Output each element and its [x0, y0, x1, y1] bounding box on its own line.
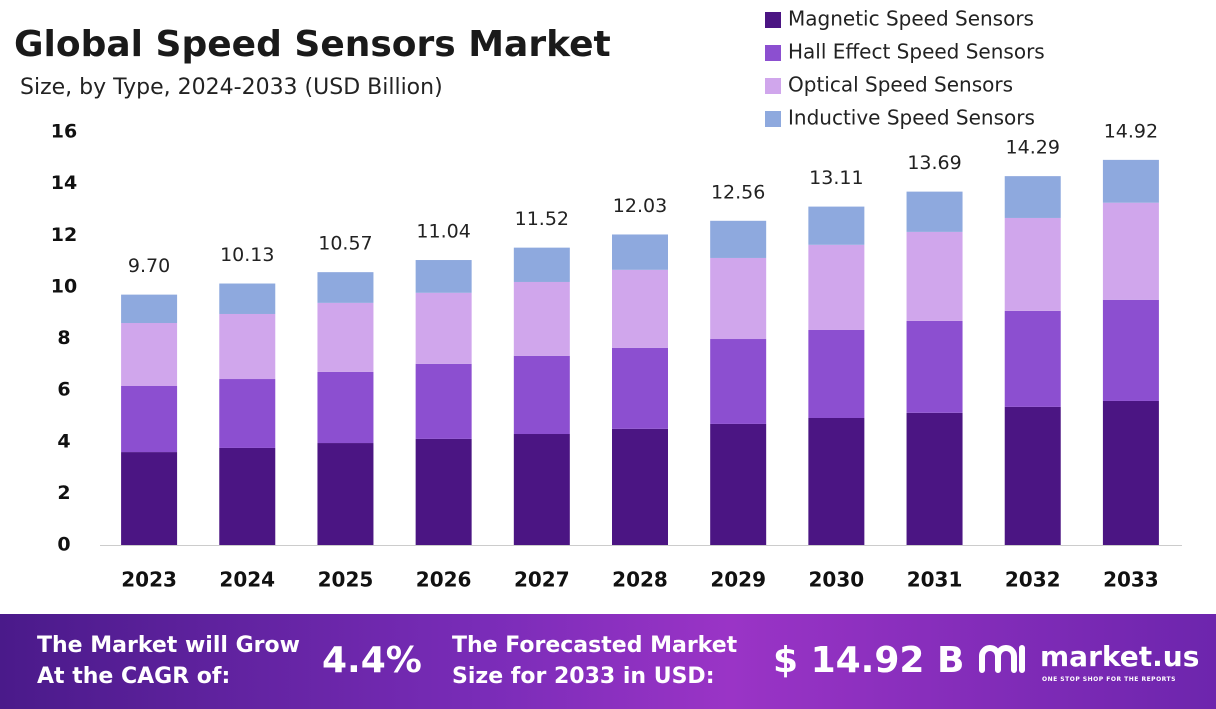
total-label: 11.52: [515, 208, 569, 230]
bar-segment: [415, 363, 472, 439]
chart-title: Global Speed Sensors Market: [14, 24, 611, 65]
total-label: 12.03: [613, 195, 667, 217]
bar-segment: [317, 443, 374, 545]
bar-segment: [612, 234, 668, 270]
x-tick-label: 2024: [219, 568, 275, 592]
legend-label: Optical Speed Sensors: [788, 73, 1013, 97]
x-tick-label: 2023: [121, 568, 177, 592]
bar-segment: [317, 371, 374, 444]
bar-segment: [415, 260, 472, 293]
forecast-text: The Forecasted Market Size for 2033 in U…: [452, 633, 738, 689]
y-tick-label: 8: [57, 327, 70, 349]
total-label: 10.57: [318, 233, 372, 255]
x-tick-label: 2031: [907, 568, 963, 592]
bar-segment: [1102, 159, 1159, 203]
legend-label: Hall Effect Speed Sensors: [788, 40, 1045, 64]
cagr-value: 4.4%: [322, 640, 422, 681]
total-label: 13.69: [907, 152, 961, 174]
y-tick-label: 0: [57, 534, 70, 556]
legend-label: Inductive Speed Sensors: [788, 106, 1035, 130]
footer: The Market will Grow At the CAGR of: 4.4…: [0, 614, 1216, 709]
legend-label: Magnetic Speed Sensors: [788, 7, 1034, 31]
bar-segment: [513, 281, 570, 356]
total-label: 14.29: [1006, 137, 1060, 159]
x-tick-label: 2032: [1005, 568, 1061, 592]
x-tick-label: 2028: [612, 568, 668, 592]
y-tick-label: 16: [51, 121, 77, 143]
bar-segment: [1004, 310, 1061, 407]
bar-segment: [906, 320, 963, 413]
legend-swatch: [765, 12, 781, 28]
bar-segment: [710, 257, 767, 340]
bar-segment: [121, 294, 178, 324]
x-tick-label: 2025: [318, 568, 374, 592]
bar-segment: [612, 428, 668, 545]
forecast-value: $ 14.92 B: [773, 640, 965, 681]
bar-segment: [906, 191, 963, 232]
x-tick-label: 2026: [416, 568, 472, 592]
bar-segment: [121, 452, 178, 545]
bar-segment: [710, 339, 767, 424]
x-tick-label: 2029: [710, 568, 766, 592]
bar-segment: [612, 347, 668, 429]
legend-swatch: [765, 78, 781, 94]
chart: Global Speed Sensors Market Size, by Typ…: [14, 7, 1182, 592]
bar-segment: [1004, 406, 1061, 545]
bar-segment: [513, 247, 570, 282]
total-label: 10.13: [220, 244, 274, 266]
total-label: 13.11: [809, 167, 863, 189]
bar-segment: [121, 385, 178, 453]
bar-segment: [415, 292, 472, 364]
bar-segment: [415, 438, 472, 545]
total-label: 11.04: [416, 221, 470, 243]
bar-segment: [808, 206, 865, 245]
bar-segment: [513, 355, 570, 435]
brand: market.us: [1040, 640, 1200, 673]
x-tick-label: 2027: [514, 568, 570, 592]
bar-segment: [1102, 202, 1159, 300]
bar-segment: [808, 244, 865, 330]
chart-subtitle: Size, by Type, 2024-2033 (USD Billion): [20, 75, 443, 100]
y-tick-label: 14: [51, 172, 77, 194]
total-label: 14.92: [1104, 120, 1158, 142]
bar-segment: [906, 231, 963, 321]
bar-segment: [1102, 400, 1159, 545]
x-tick-label: 2030: [809, 568, 865, 592]
total-label: 12.56: [711, 181, 765, 203]
bar-segment: [710, 220, 767, 258]
bar-segment: [219, 379, 276, 448]
bar-segment: [317, 302, 374, 372]
legend-swatch: [765, 45, 781, 61]
bar-segment: [513, 434, 570, 545]
cagr-text: The Market will Grow At the CAGR of:: [37, 633, 300, 689]
bar-segment: [317, 272, 374, 303]
tagline: ONE STOP SHOP FOR THE REPORTS: [1042, 676, 1176, 683]
y-tick-label: 10: [51, 275, 77, 297]
bar-segment: [906, 412, 963, 545]
bar-segment: [1004, 217, 1061, 311]
bar-segment: [219, 313, 276, 380]
y-tick-label: 2: [57, 482, 70, 504]
bar-segment: [710, 423, 767, 545]
bar-segment: [219, 283, 276, 314]
bar-segment: [612, 269, 668, 348]
bar-segment: [1102, 299, 1159, 401]
total-label: 9.70: [128, 255, 170, 277]
bar-segment: [1004, 176, 1061, 218]
bar-segment: [808, 418, 865, 545]
logo-icon: [979, 645, 1025, 673]
x-tick-label: 2033: [1103, 568, 1159, 592]
y-tick-label: 4: [57, 430, 70, 452]
legend-swatch: [765, 111, 781, 127]
y-tick-label: 12: [51, 224, 77, 246]
y-tick-label: 6: [57, 379, 70, 401]
bar-segment: [808, 329, 865, 419]
bar-segment: [121, 323, 178, 386]
bar-segment: [219, 447, 276, 545]
